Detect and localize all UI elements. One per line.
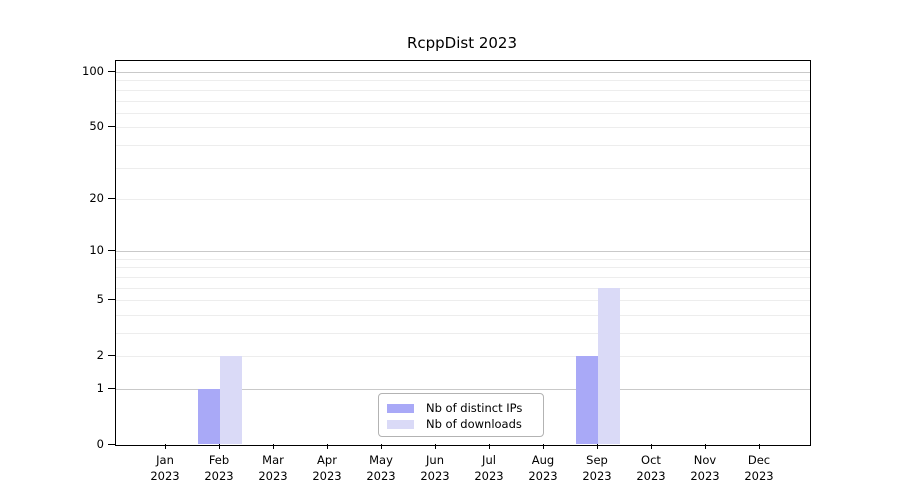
minor-gridline	[116, 300, 810, 302]
y-tick	[108, 355, 115, 357]
minor-gridline	[116, 144, 810, 146]
x-tick-label-oct: Oct 2023	[636, 453, 666, 483]
minor-gridline	[116, 333, 810, 334]
minor-gridline	[116, 100, 810, 102]
y-tick	[108, 250, 115, 252]
legend-label-downloads: Nb of downloads	[426, 417, 522, 431]
legend-swatch-distinct-ips	[387, 403, 414, 413]
x-tick	[543, 444, 544, 449]
x-tick	[651, 444, 652, 449]
y-tick-label: 100	[82, 64, 104, 78]
y-tick-label: 1	[96, 381, 104, 395]
x-tick-label-aug: Aug 2023	[528, 453, 558, 483]
bar-distinct-ips-feb	[198, 389, 220, 444]
y-tick-label: 5	[96, 292, 104, 307]
y-tick	[108, 126, 115, 128]
bar-downloads-feb	[220, 356, 242, 444]
x-tick-label-may: May 2023	[366, 453, 396, 483]
y-tick	[108, 444, 115, 445]
legend-item-downloads: Nb of downloads	[387, 416, 535, 432]
y-tick-label: 2	[96, 348, 104, 363]
x-tick	[435, 444, 436, 449]
x-tick-label-mar: Mar 2023	[258, 453, 288, 483]
x-tick-label-jun: Jun 2023	[420, 453, 450, 483]
x-tick	[489, 444, 490, 449]
x-tick-label-feb: Feb 2023	[204, 453, 234, 483]
y-tick-label: 20	[89, 190, 104, 205]
x-tick	[705, 444, 706, 449]
plot-area	[115, 60, 811, 446]
y-tick	[108, 197, 115, 199]
y-tick	[108, 388, 115, 389]
x-tick-label-jul: Jul 2023	[474, 453, 504, 483]
major-gridline	[116, 251, 810, 253]
minor-gridline	[116, 287, 810, 289]
legend: Nb of distinct IPs Nb of downloads	[378, 393, 544, 437]
x-tick	[327, 444, 328, 449]
major-gridline	[116, 389, 810, 390]
bar-distinct-ips-sep	[576, 356, 598, 444]
x-tick-label-sep: Sep 2023	[582, 453, 612, 483]
minor-gridline	[116, 198, 810, 200]
x-tick	[759, 444, 760, 449]
legend-swatch-downloads	[387, 419, 414, 429]
x-tick	[219, 444, 220, 449]
minor-gridline	[116, 267, 810, 269]
y-tick-label: 0	[96, 437, 104, 451]
minor-gridline	[116, 167, 810, 169]
minor-gridline	[116, 112, 810, 114]
y-tick	[108, 71, 115, 72]
x-tick-label-jan: Jan 2023	[150, 453, 180, 483]
minor-gridline	[116, 80, 810, 82]
minor-gridline	[116, 276, 810, 278]
legend-label-distinct-ips: Nb of distinct IPs	[426, 401, 523, 415]
major-gridline	[116, 72, 810, 73]
minor-gridline	[116, 356, 810, 358]
minor-gridline	[116, 258, 810, 260]
minor-gridline	[116, 89, 810, 91]
y-tick	[108, 299, 115, 301]
x-tick	[597, 444, 598, 449]
x-tick-label-dec: Dec 2023	[744, 453, 774, 483]
x-tick	[273, 444, 274, 449]
x-tick-label-nov: Nov 2023	[690, 453, 720, 483]
x-tick-label-apr: Apr 2023	[312, 453, 342, 483]
x-tick	[165, 444, 166, 449]
x-tick	[381, 444, 382, 449]
bar-downloads-sep	[598, 287, 620, 444]
chart-title: RcppDist 2023	[406, 34, 518, 52]
y-tick-label: 10	[89, 243, 104, 258]
y-tick-label: 50	[89, 119, 104, 134]
legend-item-distinct-ips: Nb of distinct IPs	[387, 400, 535, 416]
minor-gridline	[116, 314, 810, 316]
minor-gridline	[116, 127, 810, 129]
